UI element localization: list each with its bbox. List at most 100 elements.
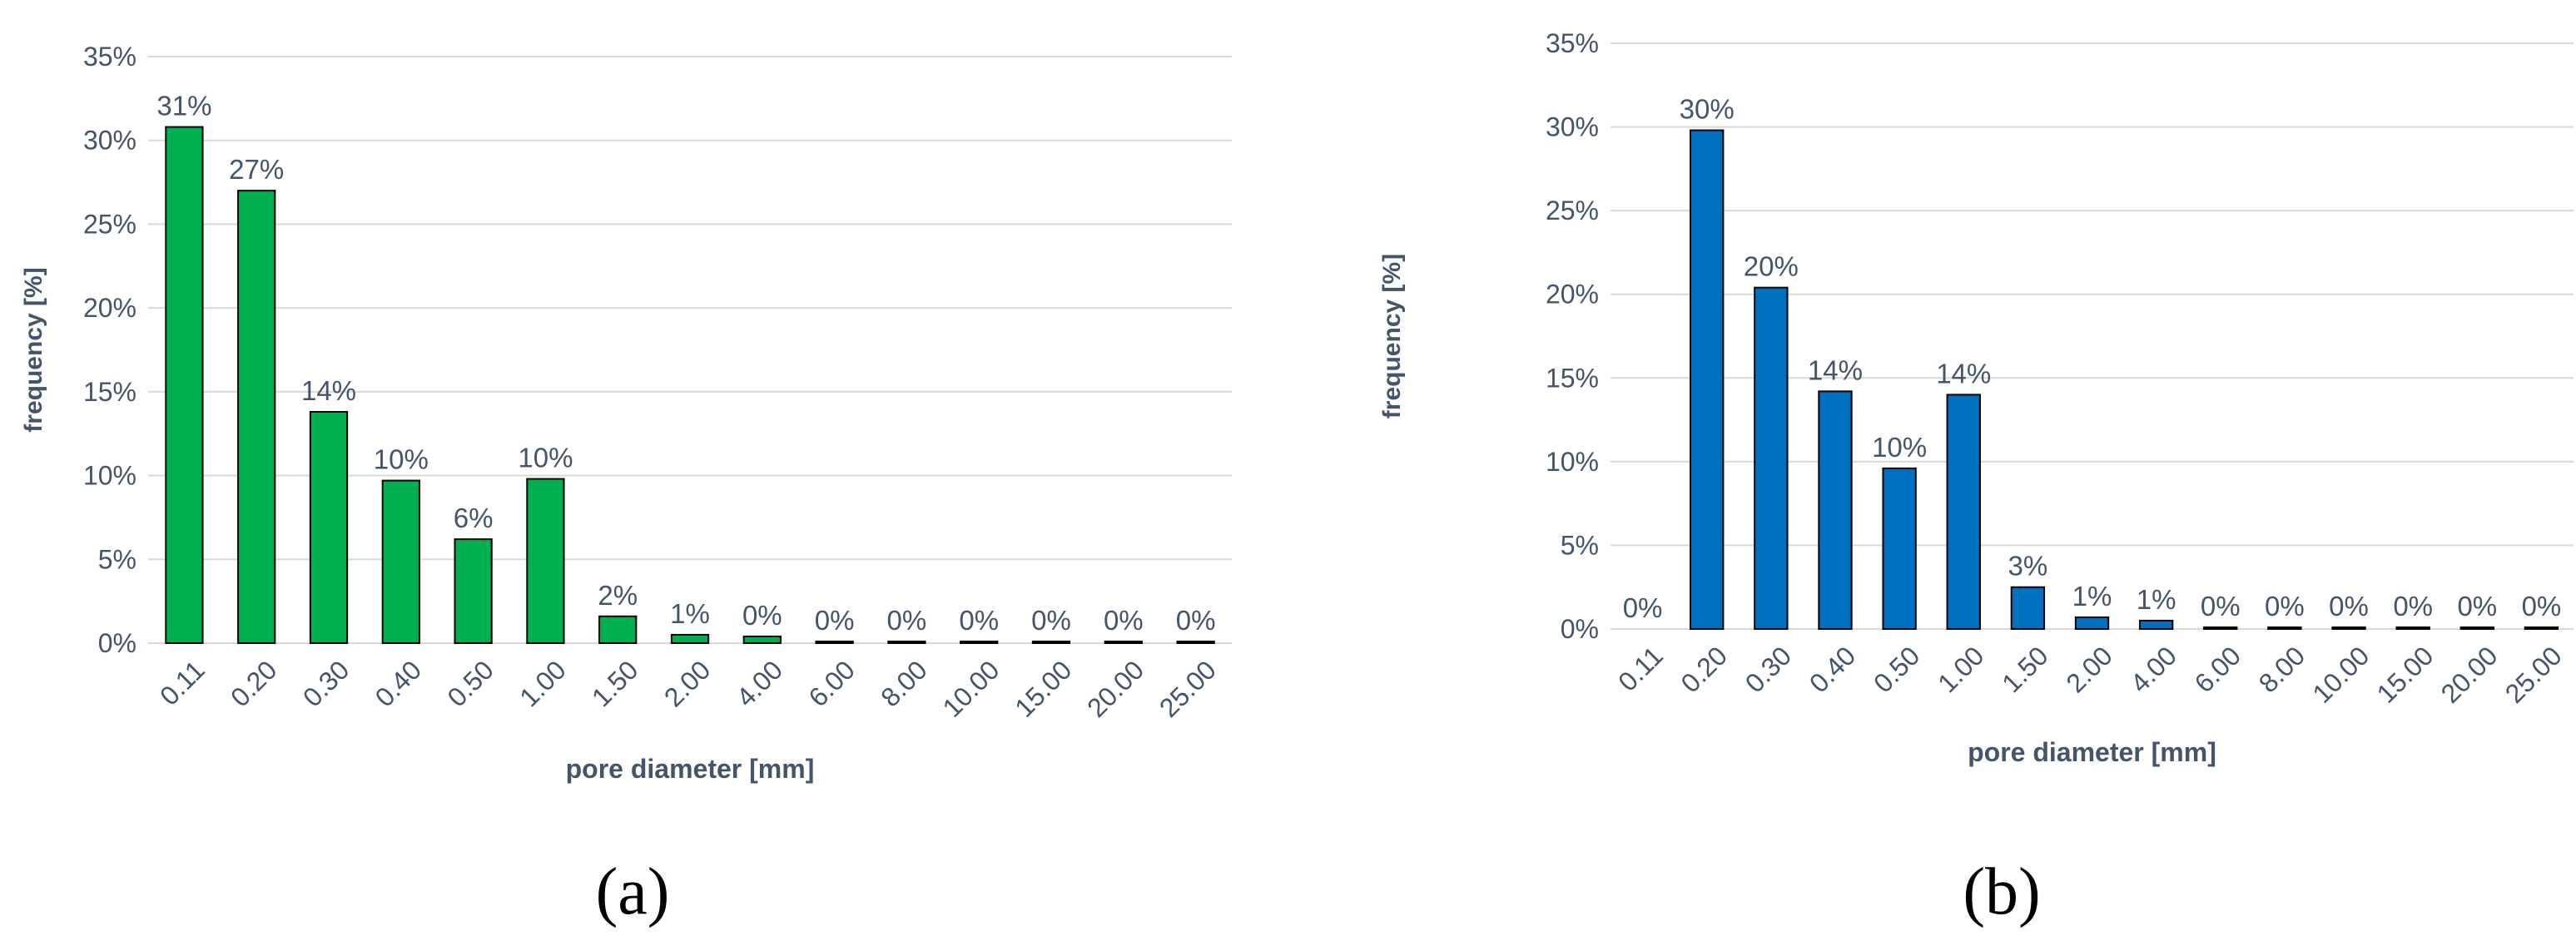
x-tick-label: 0.11 — [154, 655, 211, 711]
data-label: 0% — [1623, 592, 1663, 623]
data-label: 2% — [598, 580, 638, 611]
x-tick-label: 8.00 — [875, 655, 932, 712]
data-label: 0% — [2201, 591, 2241, 622]
bar — [1946, 394, 1981, 630]
bar — [165, 126, 204, 645]
x-tick-label: 1.00 — [1932, 641, 1989, 698]
bar — [1176, 640, 1215, 645]
x-tick-label: 0.30 — [1740, 641, 1797, 698]
x-tick-label: 0.40 — [370, 655, 427, 712]
bar — [2395, 626, 2430, 631]
x-tick-label: 6.00 — [2189, 641, 2246, 698]
bar — [237, 190, 276, 644]
y-tick-label: 0% — [98, 628, 136, 658]
bar — [526, 478, 565, 644]
panel-label: (b) — [1963, 855, 2040, 929]
data-label: 10% — [374, 444, 429, 475]
y-tick-label: 10% — [83, 461, 136, 491]
bar — [2267, 626, 2302, 631]
x-tick-label: 15.00 — [2370, 641, 2439, 709]
data-label: 0% — [2265, 591, 2305, 622]
y-tick-label: 35% — [83, 42, 136, 72]
x-tick-label: 10.00 — [2306, 641, 2375, 709]
bar — [1690, 129, 1725, 630]
y-tick-label: 15% — [1546, 363, 1599, 393]
x-tick-label: 25.00 — [2499, 641, 2568, 709]
x-tick-label: 0.40 — [1804, 641, 1861, 698]
data-label: 0% — [1031, 605, 1071, 636]
data-label: 0% — [742, 600, 782, 631]
bar — [598, 615, 638, 644]
data-label: 0% — [1176, 605, 1216, 636]
data-label: 0% — [2522, 591, 2562, 622]
x-tick-label: 10.00 — [936, 655, 1005, 723]
chart-b: 0% 5% 10% 15% 20% 25% 30% 35% 0% 0.11 30% 0.20 20% 0.… — [1378, 28, 2574, 929]
y-tick-label: 0% — [1561, 614, 1599, 644]
bar — [2459, 626, 2494, 631]
x-axis-title: pore diameter [mm] — [566, 754, 815, 784]
bar — [2524, 626, 2559, 631]
x-tick-label: 0.30 — [297, 655, 355, 712]
data-label: 14% — [1808, 354, 1863, 385]
y-axis-title: frequency [%] — [20, 267, 47, 432]
data-label: 1% — [2137, 584, 2176, 615]
data-label: 6% — [454, 503, 494, 533]
x-tick-label: 4.00 — [2124, 641, 2181, 698]
x-axis-title: pore diameter [mm] — [1968, 737, 2216, 767]
y-tick-label: 10% — [1546, 447, 1599, 477]
y-tick-label: 25% — [1546, 196, 1599, 225]
data-label: 0% — [815, 605, 855, 636]
y-tick-label: 25% — [83, 209, 136, 239]
x-tick-label: 0.20 — [1675, 641, 1733, 698]
y-axis-title: frequency [%] — [1378, 254, 1406, 418]
data-label: 0% — [2329, 591, 2369, 622]
x-tick-label: 1.50 — [586, 655, 643, 712]
x-tick-label: 6.00 — [802, 655, 860, 712]
data-label: 20% — [1744, 251, 1799, 282]
x-tick-label: 2.00 — [2060, 641, 2117, 698]
bar — [309, 411, 349, 644]
x-tick-label: 20.00 — [2435, 641, 2504, 709]
x-tick-label: 25.00 — [1154, 655, 1222, 723]
bar — [1818, 390, 1853, 630]
data-label: 0% — [1104, 605, 1144, 636]
data-label: 30% — [1680, 94, 1735, 125]
y-tick-label: 35% — [1546, 28, 1599, 58]
bar — [2203, 626, 2238, 631]
data-label: 14% — [1936, 358, 1991, 389]
panel-label: (a) — [596, 855, 670, 929]
x-tick-label: 4.00 — [731, 655, 788, 712]
x-tick-label: 0.11 — [1612, 641, 1669, 697]
bar — [2331, 626, 2366, 631]
data-label: 27% — [229, 154, 284, 185]
x-tick-label: 2.00 — [658, 655, 716, 712]
x-tick-label: 1.00 — [514, 655, 571, 712]
x-tick-label: 0.20 — [225, 655, 282, 712]
y-tick-label: 20% — [1546, 280, 1599, 310]
x-tick-label: 0.50 — [441, 655, 499, 712]
data-label: 14% — [301, 375, 356, 406]
bar — [1882, 467, 1917, 630]
y-tick-label: 20% — [83, 293, 136, 323]
y-tick-label: 15% — [83, 377, 136, 407]
data-label: 1% — [670, 598, 710, 629]
data-label: 3% — [2008, 551, 2048, 582]
bar — [1104, 640, 1143, 645]
data-label: 0% — [2393, 591, 2433, 622]
x-tick-label: 20.00 — [1081, 655, 1149, 723]
data-label: 1% — [2072, 581, 2112, 612]
y-tick-label: 5% — [1561, 530, 1599, 560]
bar — [2074, 616, 2110, 630]
bar — [1754, 286, 1789, 630]
data-label: 31% — [156, 91, 211, 121]
data-label: 10% — [518, 443, 573, 473]
bar — [887, 640, 926, 645]
data-label: 10% — [1872, 432, 1927, 463]
data-label: 0% — [2457, 591, 2497, 622]
y-tick-label: 5% — [98, 544, 136, 574]
x-tick-label: 0.50 — [1868, 641, 1925, 698]
x-tick-label: 1.50 — [1996, 641, 2053, 698]
bar — [1031, 640, 1071, 645]
data-label: 0% — [887, 605, 927, 636]
